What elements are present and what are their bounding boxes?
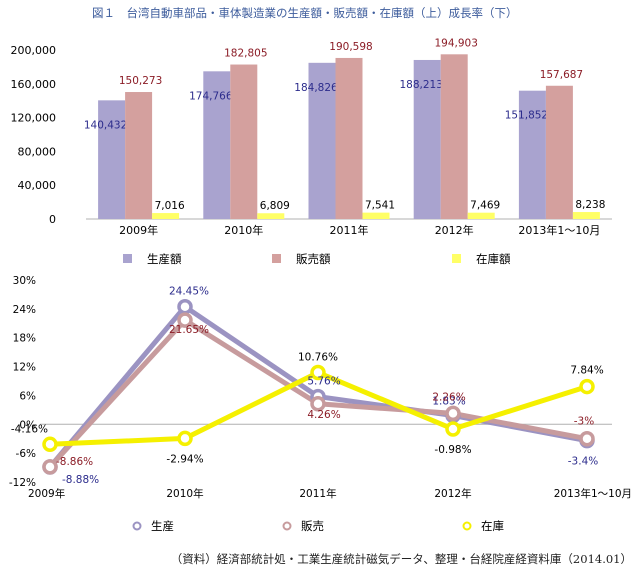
legend-label: 生産	[151, 519, 174, 533]
line-ytick-label: -6%	[16, 448, 36, 460]
line-xtick-label: 2011年	[299, 487, 336, 500]
bar	[467, 212, 495, 219]
line-value-label: 24.45%	[169, 286, 209, 298]
line-value-label: -3.4%	[568, 456, 598, 468]
legend-label: 在庫	[481, 519, 504, 533]
bar-value-label: 150,273	[119, 75, 162, 87]
bar-chart: 0 40,000 80,000 120,000 160,000 200,000 140,43…	[11, 37, 612, 266]
line-value-label: -3%	[574, 416, 594, 428]
bar	[572, 212, 600, 219]
bar-value-label: 184,826	[294, 82, 338, 94]
bar-value-label: 194,903	[434, 37, 477, 49]
source-note: （資料）経済部統計処・工業生産統計磁気データ、整理・台経院産経資料庫（2014.…	[171, 552, 632, 566]
series-marker	[42, 436, 58, 453]
line-value-label: -2.94%	[166, 453, 203, 465]
legend-swatch	[452, 254, 461, 263]
series-marker	[310, 396, 326, 412]
legend-label: 在庫額	[476, 252, 511, 266]
bar	[335, 57, 363, 220]
bar-value-label: 188,213	[399, 79, 442, 91]
bar	[308, 62, 336, 220]
series-marker	[42, 459, 58, 475]
series-marker	[177, 298, 193, 315]
line-xtick-label: 2010年	[166, 487, 203, 500]
bar-value-label: 140,432	[84, 119, 127, 131]
legend-swatch	[272, 254, 281, 263]
line-ytick-label: -12%	[9, 477, 36, 489]
legend-marker	[282, 521, 292, 531]
bar	[545, 85, 573, 219]
line-ytick-label: 30%	[13, 275, 36, 287]
bar-value-label: 151,852	[505, 110, 548, 122]
bar-value-label: 157,687	[540, 69, 583, 81]
bar-xtick-label: 2010年	[224, 223, 263, 237]
line-value-label: -8.86%	[56, 456, 93, 468]
legend-label: 販売	[301, 519, 324, 533]
bar-value-label: 7,016	[155, 200, 185, 212]
line-value-label: 7.84%	[570, 365, 603, 377]
bar	[152, 213, 180, 219]
line-value-label: -4.16%	[11, 423, 48, 435]
series-marker	[177, 430, 193, 447]
bar-xtick-label: 2009年	[119, 223, 158, 237]
bar-ytick-label: 80,000	[18, 145, 57, 158]
line-value-label: 21.65%	[169, 324, 209, 336]
series-marker	[310, 364, 326, 381]
series-marker	[177, 312, 193, 328]
bar	[413, 59, 441, 219]
bar-xtick-label: 2011年	[330, 223, 369, 237]
line-value-label: 4.26%	[307, 409, 340, 421]
legend-label: 販売額	[296, 252, 331, 266]
line-xtick-label: 2013年1～10月	[554, 487, 632, 500]
legend-marker	[132, 521, 142, 531]
bar	[518, 90, 546, 219]
bar-value-label: 190,598	[329, 41, 372, 53]
bar-xtick-label: 2012年	[435, 223, 474, 237]
line-ytick-label: 0%	[19, 419, 36, 431]
bar	[98, 100, 126, 219]
legend-swatch	[123, 254, 132, 263]
series-marker	[579, 430, 595, 447]
bar-ytick-label: 200,000	[11, 44, 57, 57]
line-ytick-label: 24%	[13, 304, 36, 316]
line-xtick-label: 2012年	[434, 487, 471, 500]
legend-label: 生産額	[147, 252, 182, 266]
bar	[440, 54, 468, 220]
line-xtick-label: 2009年	[28, 487, 65, 500]
line-chart: -12% -6% 0% 6% 12% 18% 24% 30% -8.88% 24.45% 5.76%…	[9, 275, 632, 533]
series-marker	[445, 405, 461, 422]
bar-ytick-label: 120,000	[11, 112, 57, 125]
line-ytick-label: 6%	[19, 390, 36, 402]
line-value-label: -0.98%	[434, 444, 471, 456]
series-marker	[445, 421, 461, 437]
chart-title: 図１ 台湾自動車部品・車体製造業の生産額・販売額・在庫額（上）成長率（下）	[92, 6, 518, 20]
bar-ytick-label: 160,000	[11, 78, 57, 91]
bar-xtick-label: 2013年1～10月	[518, 223, 600, 237]
bar-ytick-label: 0	[49, 213, 56, 226]
line-value-label: 2.26%	[432, 391, 465, 403]
line-value-label: 5.76%	[307, 376, 340, 388]
line-value-label: -8.88%	[62, 474, 99, 486]
line-value-label: 1.83%	[432, 395, 465, 407]
bar-value-label: 182,805	[224, 48, 267, 60]
line-ytick-label: 12%	[13, 362, 36, 374]
bar-value-label: 174,766	[189, 90, 233, 102]
bar	[257, 213, 285, 219]
legend-marker	[462, 521, 472, 531]
bar-value-label: 7,541	[365, 200, 395, 212]
bar	[230, 64, 258, 219]
bar-value-label: 8,238	[575, 199, 605, 211]
bar-ytick-label: 40,000	[18, 179, 57, 192]
bar-value-label: 6,809	[260, 200, 290, 212]
bar-value-label: 7,469	[470, 200, 500, 212]
line-ytick-label: 18%	[13, 333, 36, 345]
line-value-label: 10.76%	[298, 352, 338, 364]
series-marker	[579, 378, 595, 395]
bar	[362, 212, 390, 219]
bar	[203, 71, 231, 220]
bar	[125, 92, 153, 219]
